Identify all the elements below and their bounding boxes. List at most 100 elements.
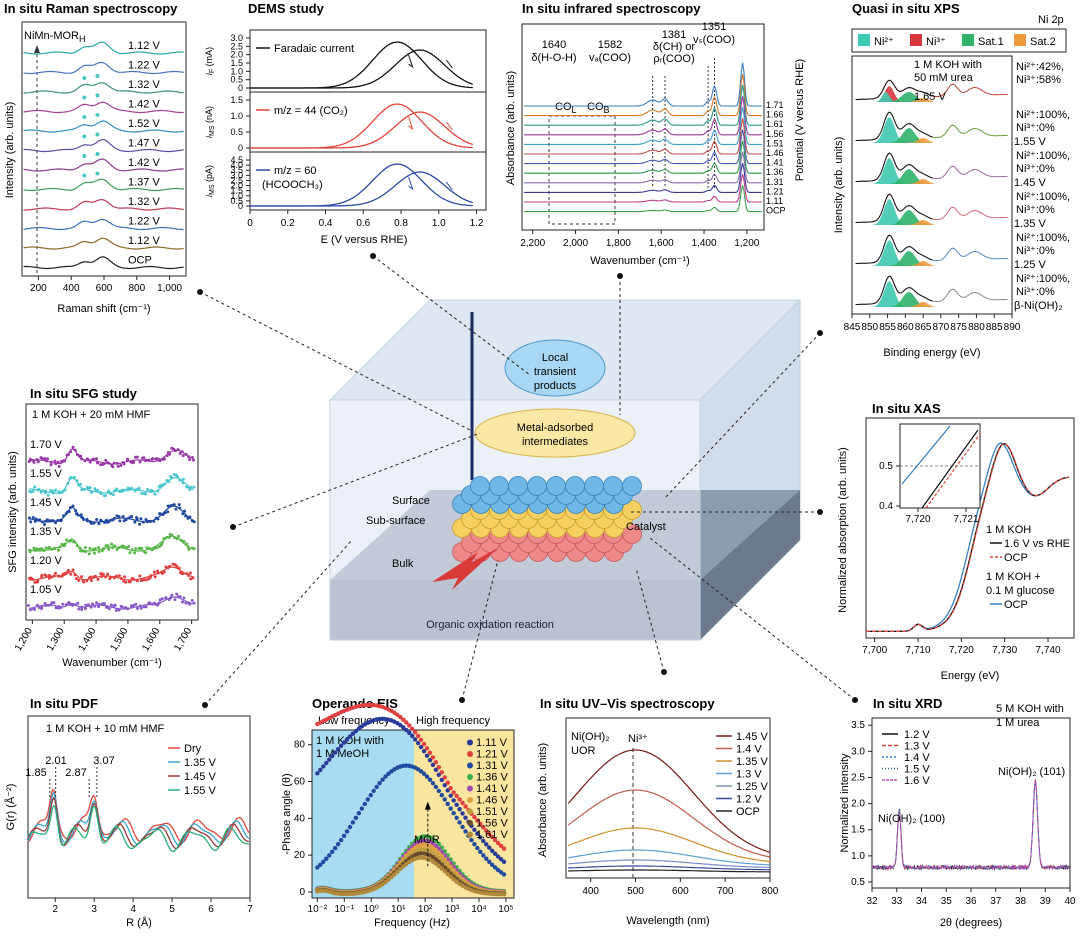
eis-data-point [332,845,338,851]
dems-ylabel-var: i [204,194,214,197]
dems-ytick-label: 2.0 [230,181,243,191]
pdf-curve [27,789,250,843]
eis-data-point [445,871,450,877]
sfg-potential-label: 1.35 V [30,526,62,538]
reaction-label: Organic oxidation reaction [426,619,554,631]
sfg-fit-line [29,535,194,552]
sfg-data-point [173,598,177,602]
xps-legend-label: Sat.1 [978,36,1004,48]
pdf-xlabel: R (Å) [126,916,152,929]
eis-data-point [407,730,412,735]
xas-title: In situ XAS [872,401,941,416]
sfg-data-point [122,462,126,466]
eis-data-point [404,727,409,733]
xps-sat1-peak [869,92,934,102]
sfg-data-point [180,600,184,604]
sfg-data-point [148,601,152,605]
xrd-xtick-label: 40 [1064,896,1076,907]
xps-row-ni3: Ni³⁺:0% [1016,245,1055,257]
sfg-data-point [47,545,51,549]
sfg-data-point [107,520,111,524]
sfg-data-point [28,608,32,612]
sfg-data-point [151,457,155,461]
sfg-data-point [80,608,84,612]
sfg-data-point [132,460,136,464]
sfg-data-point [107,489,111,493]
ir-potential-label: 1.66 [766,110,784,120]
eis-data-point [424,753,430,758]
ir-ylabel-right: Potential (V versus RHE) [794,59,806,181]
dems-arrow-icon [445,121,453,131]
dems-ytick-label: 0.5 [230,127,243,137]
sfg-data-point [97,546,101,550]
xas-inset-ytick-label: 0.4 [879,501,893,512]
connector-xps [664,332,821,499]
eis-data-point [386,771,391,776]
ir-curve [524,73,762,117]
eis-data-point [418,769,424,774]
xps-sat1-peak [869,292,934,307]
eis-data-point [442,775,447,780]
eis-mor-arrow-icon [424,801,431,810]
xps-xtick-label: 870 [933,322,950,333]
catalyst-sphere-2 [508,476,528,496]
xas-curves [866,442,1069,633]
xps-legend-box [851,28,1067,53]
sfg-data-point [87,552,91,556]
eis-data-point [436,788,442,794]
xas-legend-label: 1.6 V vs RHE [1004,538,1070,550]
ir-potential-label: 1.61 [766,119,784,129]
dems-arrow-icon [445,181,453,191]
eis-data-point [454,815,459,821]
xps-xtick-label: 890 [1004,322,1021,333]
connector-pdf [204,539,353,706]
eis-data-point [368,792,373,798]
raman-potential-label: 1.52 V [128,118,160,130]
floor-plate-side [700,490,800,640]
uvvis-marker: Ni³⁺ [628,733,648,745]
eis-mor-label: MOR [414,834,440,846]
eis-ytick-label: 40 [294,813,306,824]
xps-sat2-peak [869,98,934,102]
sfg-data-point [44,546,48,550]
eis-data-point [395,712,400,718]
sfg-data-point [133,520,137,524]
sfg-data-point [134,602,138,606]
sfg-data-point [88,546,92,550]
dems-arrow-icon [408,116,414,131]
ir-curves [524,62,762,213]
sfg-data-point [135,455,139,459]
ir-col-sub: L [572,105,577,115]
xas-inset-glucose [901,425,951,485]
xps-envelope [855,152,933,182]
dems-ylabel-unit: (nA) [204,106,214,126]
sfg-data-point [92,551,96,555]
xas-ylabel: Normalized absorption (arb. units) [837,447,849,613]
sfg-data-point [36,460,40,464]
raman-potential-label: 1.12 V [128,235,160,247]
eis-data-point [457,806,462,812]
raman-xtick-label: 1,000 [157,283,182,294]
pdf-peak-label: 1.85 [25,767,46,779]
sfg-data-point [80,575,84,579]
eis-data-point [492,851,498,856]
xas-xtick-label: 7,740 [1035,645,1060,656]
eis-data-point [330,753,335,759]
eis-data-point [448,806,453,811]
eis-data-point [448,874,453,879]
xas-inset-1p6v [921,429,979,509]
sfg-data-point [187,548,191,552]
sfg-data-point [152,570,156,574]
raman-curve [23,199,184,211]
eis-data-point [498,843,504,849]
sfg-data-point [52,601,56,605]
sfg-data-point [139,517,143,521]
eis-data-point [344,737,350,742]
pdf-xtick-label: 4 [130,904,136,915]
dems-legend-label: m/z = 44 (CO₂) [274,105,348,117]
dems-title: DEMS study [248,1,325,16]
eis-data-point [327,757,332,762]
catalyst-sphere-2 [603,476,623,496]
